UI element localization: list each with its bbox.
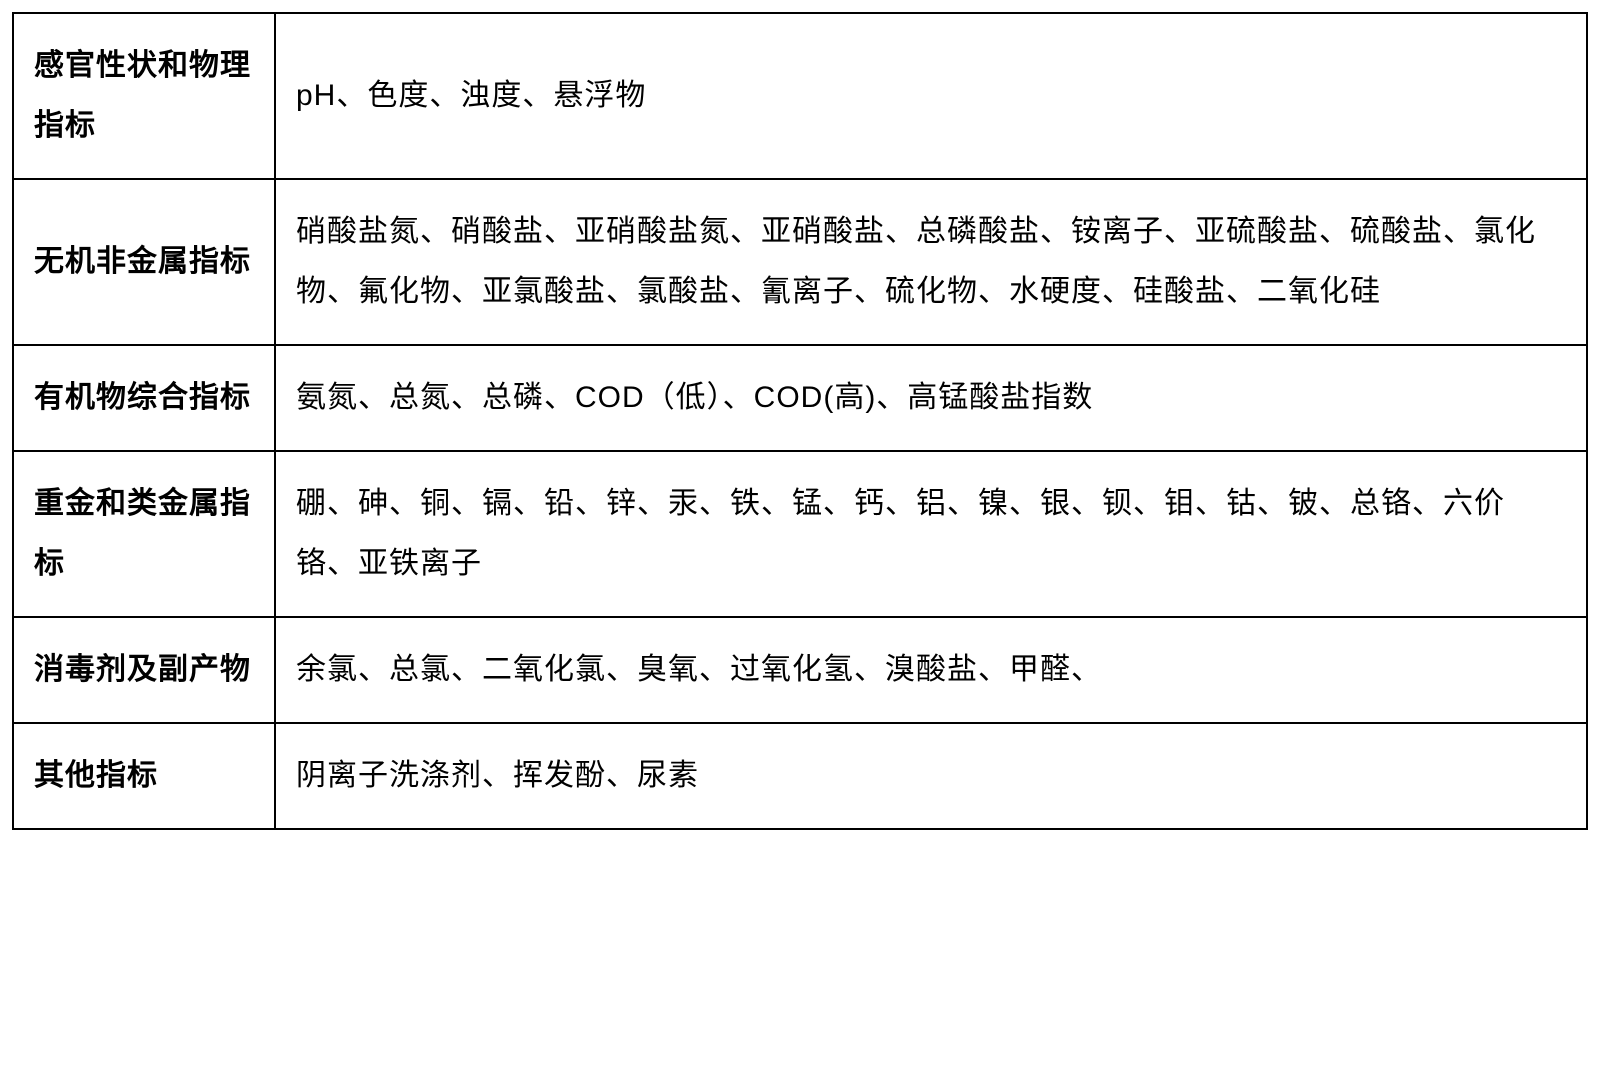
table-row: 无机非金属指标 硝酸盐氮、硝酸盐、亚硝酸盐氮、亚硝酸盐、总磷酸盐、铵离子、亚硫酸… <box>13 179 1587 345</box>
row-value: 硝酸盐氮、硝酸盐、亚硝酸盐氮、亚硝酸盐、总磷酸盐、铵离子、亚硫酸盐、硫酸盐、氯化… <box>275 179 1587 345</box>
row-value: 阴离子洗涤剂、挥发酚、尿素 <box>275 723 1587 829</box>
row-label: 有机物综合指标 <box>13 345 275 451</box>
row-value: pH、色度、浊度、悬浮物 <box>275 13 1587 179</box>
row-label: 无机非金属指标 <box>13 179 275 345</box>
row-label: 重金和类金属指标 <box>13 451 275 617</box>
row-value: 余氯、总氯、二氧化氯、臭氧、过氧化氢、溴酸盐、甲醛、 <box>275 617 1587 723</box>
water-quality-indicator-table: 感官性状和物理指标 pH、色度、浊度、悬浮物 无机非金属指标 硝酸盐氮、硝酸盐、… <box>12 12 1588 830</box>
table-row: 其他指标 阴离子洗涤剂、挥发酚、尿素 <box>13 723 1587 829</box>
table-row: 感官性状和物理指标 pH、色度、浊度、悬浮物 <box>13 13 1587 179</box>
row-value: 氨氮、总氮、总磷、COD（低）、COD(高)、高锰酸盐指数 <box>275 345 1587 451</box>
table-row: 有机物综合指标 氨氮、总氮、总磷、COD（低）、COD(高)、高锰酸盐指数 <box>13 345 1587 451</box>
table-row: 重金和类金属指标 硼、砷、铜、镉、铅、锌、汞、铁、锰、钙、铝、镍、银、钡、钼、钴… <box>13 451 1587 617</box>
table-row: 消毒剂及副产物 余氯、总氯、二氧化氯、臭氧、过氧化氢、溴酸盐、甲醛、 <box>13 617 1587 723</box>
row-label: 其他指标 <box>13 723 275 829</box>
row-label: 感官性状和物理指标 <box>13 13 275 179</box>
row-value: 硼、砷、铜、镉、铅、锌、汞、铁、锰、钙、铝、镍、银、钡、钼、钴、铍、总铬、六价铬… <box>275 451 1587 617</box>
row-label: 消毒剂及副产物 <box>13 617 275 723</box>
